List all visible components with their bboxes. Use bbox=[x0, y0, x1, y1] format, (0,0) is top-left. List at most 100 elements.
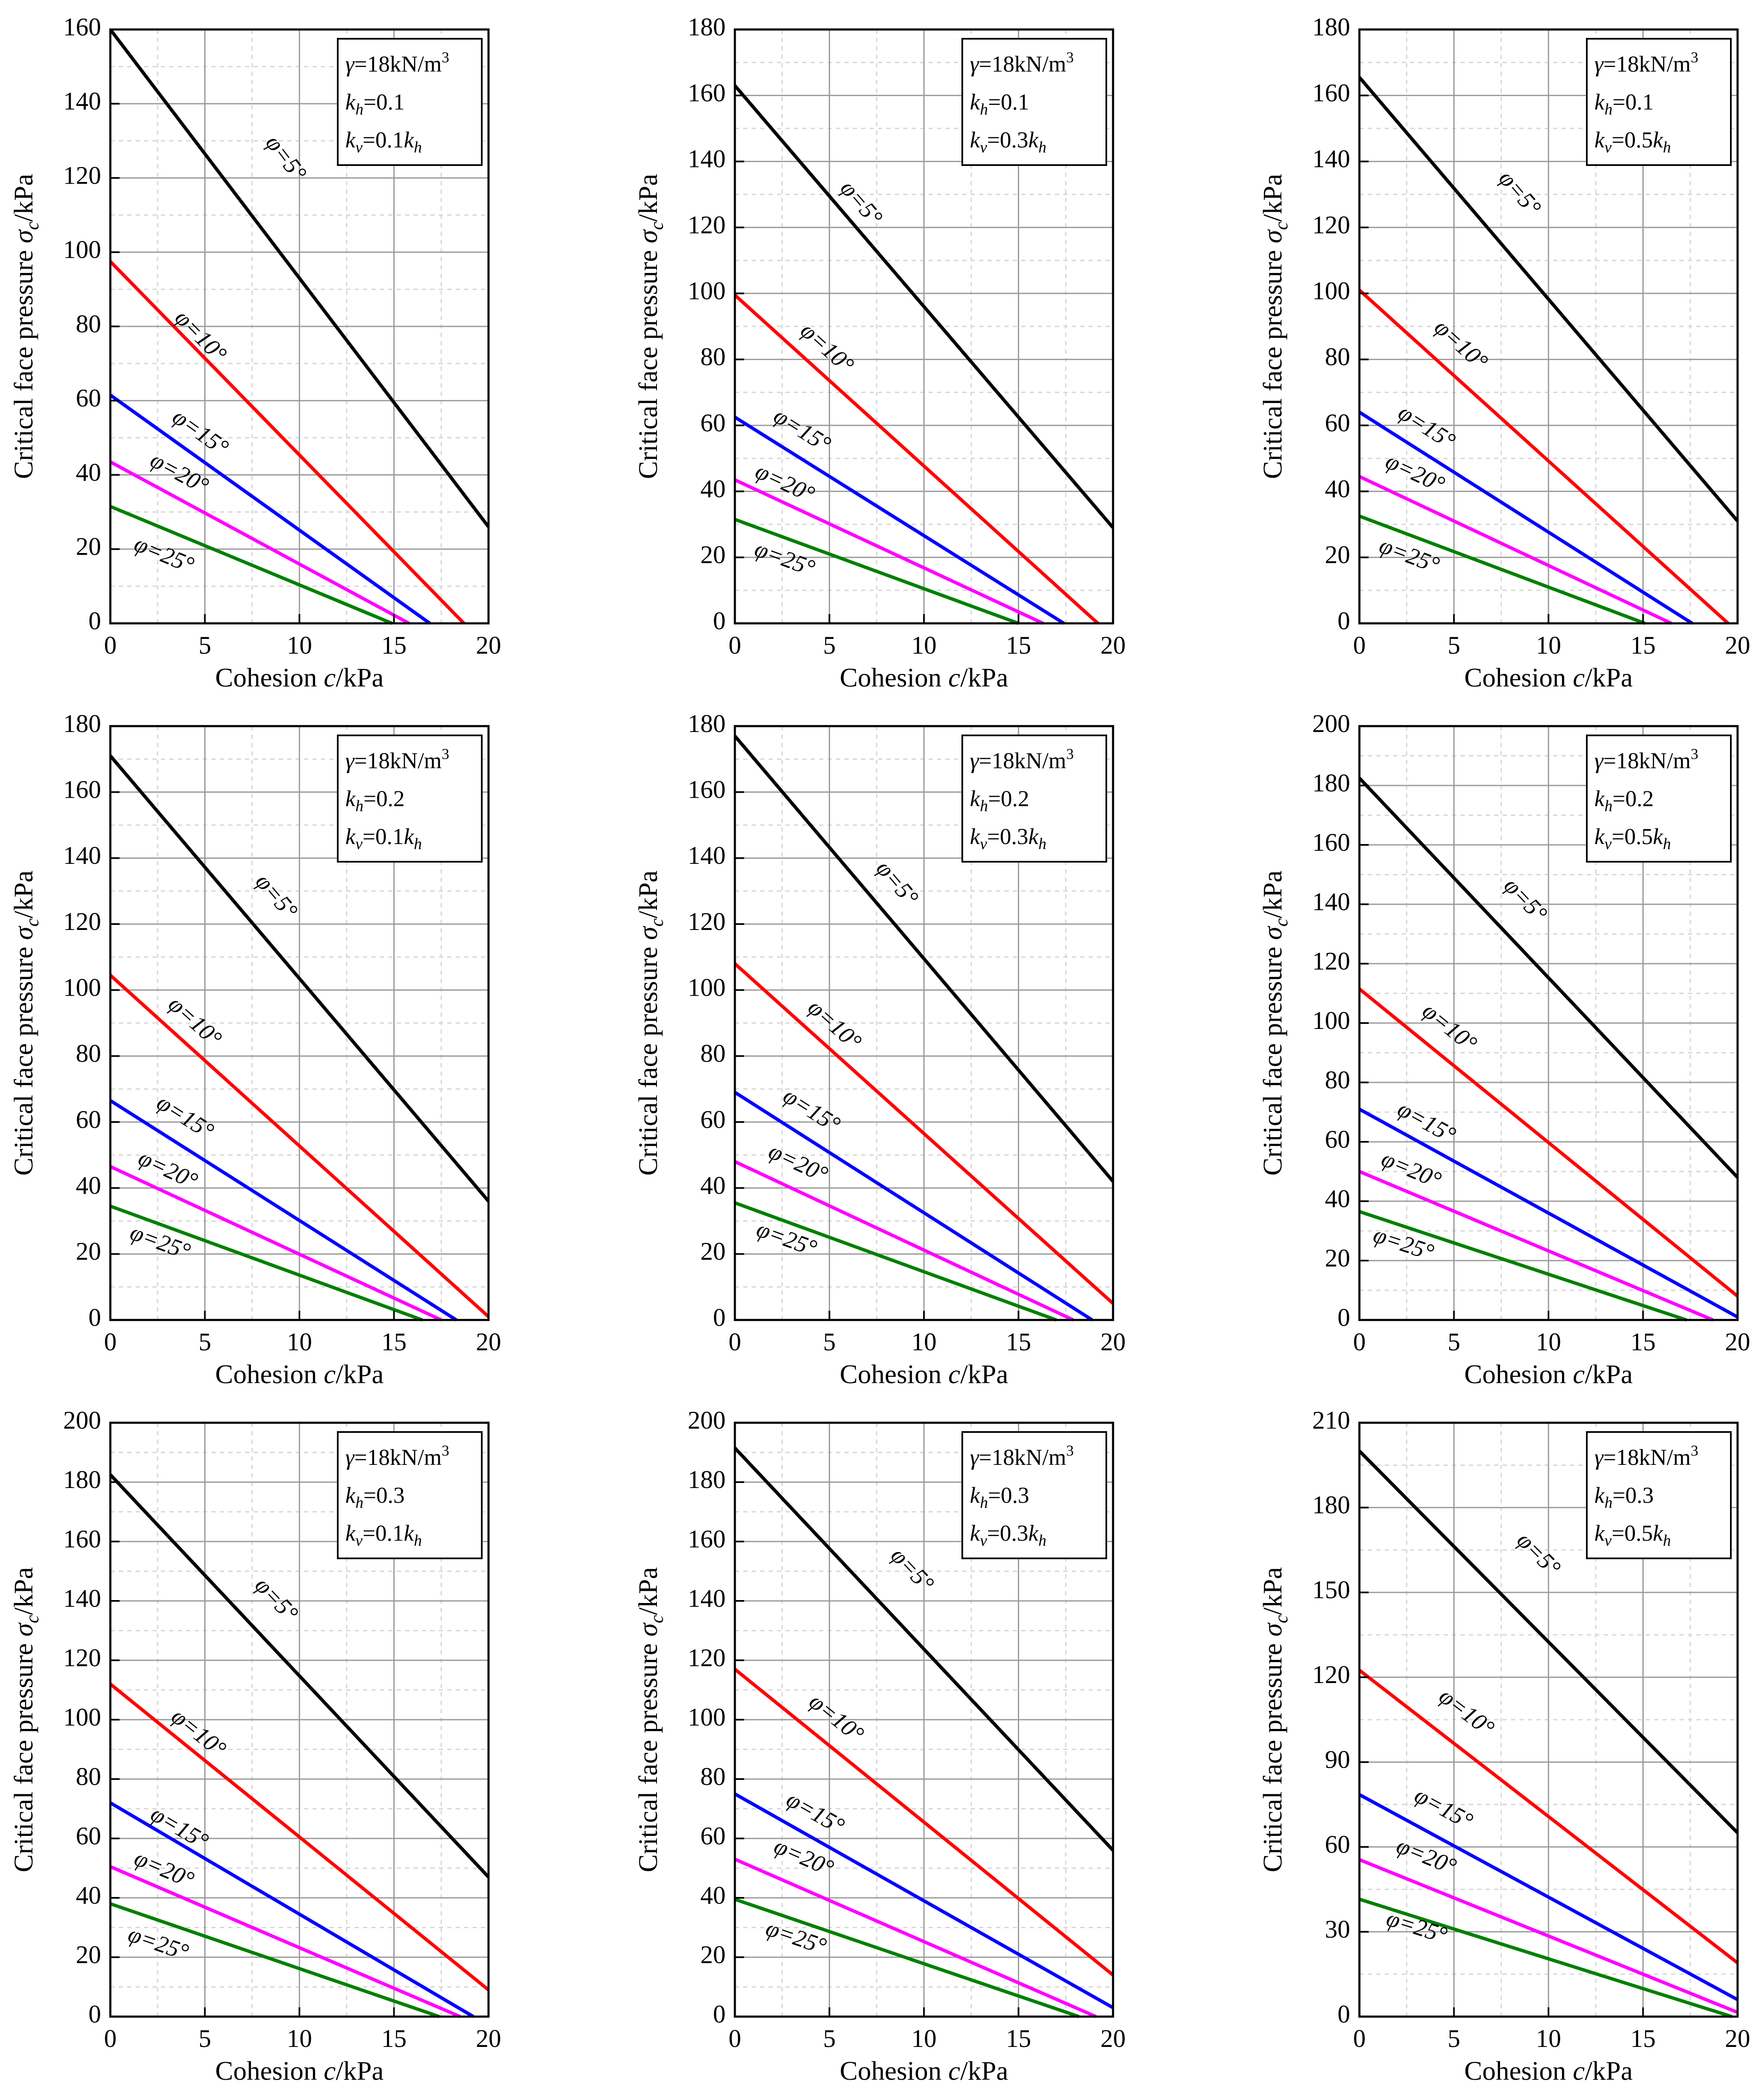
y-tick-label: 120 bbox=[1312, 211, 1350, 239]
y-tick-label: 40 bbox=[76, 1881, 101, 1909]
y-tick-label: 180 bbox=[1312, 1491, 1350, 1519]
y-tick-label: 60 bbox=[76, 384, 101, 412]
y-tick-label: 160 bbox=[63, 13, 101, 41]
legend-kv: kv=0.5kh bbox=[1594, 824, 1671, 853]
series-line-phi-25 bbox=[1359, 1210, 1687, 1322]
legend-gamma-symbol: γ bbox=[345, 51, 355, 77]
legend-kv-value: =0.5 bbox=[1612, 1520, 1653, 1546]
x-axis-title-unit: /kPa bbox=[960, 1359, 1008, 1389]
chart-panel-9: φ=5°φ=10°φ=15°φ=20°φ=25°0 5 10 15 2003060901… bbox=[1257, 1406, 1750, 2086]
legend-kv-sub: v bbox=[1604, 1532, 1612, 1550]
y-tick-label: 40 bbox=[76, 1171, 101, 1199]
legend-kh-symbol: k bbox=[970, 89, 980, 115]
legend-kv-kh-symbol: k bbox=[1653, 127, 1663, 152]
series-line-phi-25 bbox=[1359, 1897, 1733, 2018]
y-tick-label: 60 bbox=[1325, 1830, 1350, 1858]
y-tick-label: 40 bbox=[700, 1881, 726, 1909]
legend-kv: kv=0.3kh bbox=[970, 1520, 1047, 1550]
series-line-phi-25 bbox=[734, 1897, 1080, 2018]
series-line-phi-5 bbox=[109, 28, 490, 528]
y-tick-label: 140 bbox=[63, 842, 101, 869]
legend-gamma: γ=18kN/m3 bbox=[1594, 745, 1698, 773]
legend-gamma-exponent: 3 bbox=[1066, 745, 1074, 762]
y-axis-title-sub: c bbox=[646, 1615, 667, 1623]
y-axis-title-prefix: Critical face pressure bbox=[633, 940, 663, 1176]
legend-kh-symbol: k bbox=[1594, 786, 1605, 811]
y-tick-label: 140 bbox=[1312, 888, 1350, 916]
y-axis-title-var: σ bbox=[8, 1622, 38, 1637]
curve-label-phi-20: φ=20° bbox=[1378, 1146, 1445, 1194]
y-tick-label: 100 bbox=[688, 1703, 726, 1731]
legend-kh-value: =0.2 bbox=[988, 786, 1029, 811]
y-axis-title: Critical face pressure σc/kPa bbox=[1257, 871, 1292, 1176]
x-axis-title: Cohesion c/kPa bbox=[215, 2056, 384, 2086]
legend-kv-symbol: k bbox=[970, 127, 980, 152]
x-tick-label: 20 bbox=[1725, 2025, 1750, 2052]
y-tick-label: 120 bbox=[688, 211, 726, 239]
y-axis-title-sub: c bbox=[646, 222, 667, 230]
legend-gamma-symbol: γ bbox=[970, 748, 980, 773]
y-tick-label: 20 bbox=[700, 1941, 726, 1969]
y-tick-label: 40 bbox=[76, 458, 101, 486]
series-line-phi-20 bbox=[734, 1160, 1074, 1322]
legend-gamma-symbol: γ bbox=[1594, 51, 1604, 77]
chart-panel-6: φ=5°φ=10°φ=15°φ=20°φ=25°0 5 10 15 2002040608… bbox=[1257, 710, 1750, 1389]
legend-kv-kh-symbol: k bbox=[1028, 824, 1039, 849]
y-tick-label: 0 bbox=[88, 607, 101, 635]
y-tick-label: 80 bbox=[700, 1039, 726, 1067]
legend-kh-value: =0.3 bbox=[988, 1483, 1029, 1508]
curve-label-phi-15: φ=15° bbox=[782, 1786, 849, 1839]
x-axis-title-prefix: Cohesion bbox=[1464, 1359, 1573, 1389]
y-tick-label: 140 bbox=[1312, 145, 1350, 173]
y-axis-title-prefix: Critical face pressure bbox=[8, 940, 38, 1176]
x-tick-label: 15 bbox=[1631, 1328, 1656, 1356]
series-line-phi-25 bbox=[1359, 514, 1646, 625]
legend-kv-sub: v bbox=[980, 1532, 987, 1550]
y-axis-title-var: σ bbox=[633, 1622, 663, 1637]
y-tick-label: 180 bbox=[63, 1466, 101, 1494]
x-tick-label: 15 bbox=[382, 1328, 407, 1356]
y-tick-label: 0 bbox=[88, 1304, 101, 1331]
x-tick-label: 5 bbox=[1448, 631, 1460, 659]
legend-kv-sub: v bbox=[355, 139, 363, 156]
y-axis-title-var: σ bbox=[8, 229, 38, 243]
legend-gamma-exponent: 3 bbox=[442, 1442, 449, 1459]
legend-gamma-exponent: 3 bbox=[1691, 1442, 1698, 1459]
x-tick-label: 20 bbox=[476, 2025, 501, 2052]
y-axis-title-prefix: Critical face pressure bbox=[8, 243, 38, 479]
legend-kv-kh-sub: h bbox=[1663, 1532, 1671, 1550]
y-tick-label: 120 bbox=[63, 1644, 101, 1672]
y-tick-label: 60 bbox=[1325, 1125, 1350, 1153]
legend-gamma-value: =18kN/m bbox=[1603, 51, 1690, 77]
x-tick-label: 15 bbox=[1631, 2025, 1656, 2052]
legend-kh: kh=0.3 bbox=[345, 1483, 405, 1512]
axis-ticks bbox=[1359, 1422, 1738, 2017]
legend-gamma-value: =18kN/m bbox=[979, 1445, 1066, 1470]
axis-ticks bbox=[734, 725, 1114, 1321]
x-axis-title-var: c bbox=[948, 663, 960, 692]
curve-label-phi-10: φ=10° bbox=[796, 318, 859, 379]
y-tick-label: 60 bbox=[700, 1822, 726, 1850]
series-line-phi-20 bbox=[734, 478, 1044, 625]
y-axis-title: Critical face pressure σc/kPa bbox=[8, 871, 43, 1176]
x-tick-label: 10 bbox=[287, 1328, 312, 1356]
x-axis-title: Cohesion c/kPa bbox=[840, 663, 1008, 692]
x-axis-title-unit: /kPa bbox=[336, 1359, 384, 1389]
series-line-phi-5 bbox=[1358, 777, 1739, 1179]
axis-ticks bbox=[1359, 725, 1738, 1321]
legend-kv: kv=0.3kh bbox=[970, 824, 1047, 853]
legend-gamma: γ=18kN/m3 bbox=[345, 49, 449, 77]
x-axis-title-prefix: Cohesion bbox=[1464, 2056, 1573, 2086]
x-axis-title-var: c bbox=[1573, 1359, 1585, 1389]
chart-panel-1: φ=5°φ=10°φ=15°φ=20°φ=25°0 5 10 15 2002040608… bbox=[8, 13, 501, 692]
series-line-phi-15 bbox=[109, 1099, 457, 1322]
legend-kv-sub: v bbox=[1604, 835, 1612, 853]
x-axis-title-prefix: Cohesion bbox=[1464, 663, 1573, 692]
y-axis-title-sub: c bbox=[22, 918, 43, 927]
x-tick-label: 5 bbox=[199, 631, 211, 659]
curve-label-phi-25: φ=25° bbox=[1376, 532, 1443, 579]
y-tick-label: 40 bbox=[700, 1171, 726, 1199]
y-tick-label: 160 bbox=[63, 775, 101, 803]
x-tick-label: 0 bbox=[1353, 631, 1366, 659]
